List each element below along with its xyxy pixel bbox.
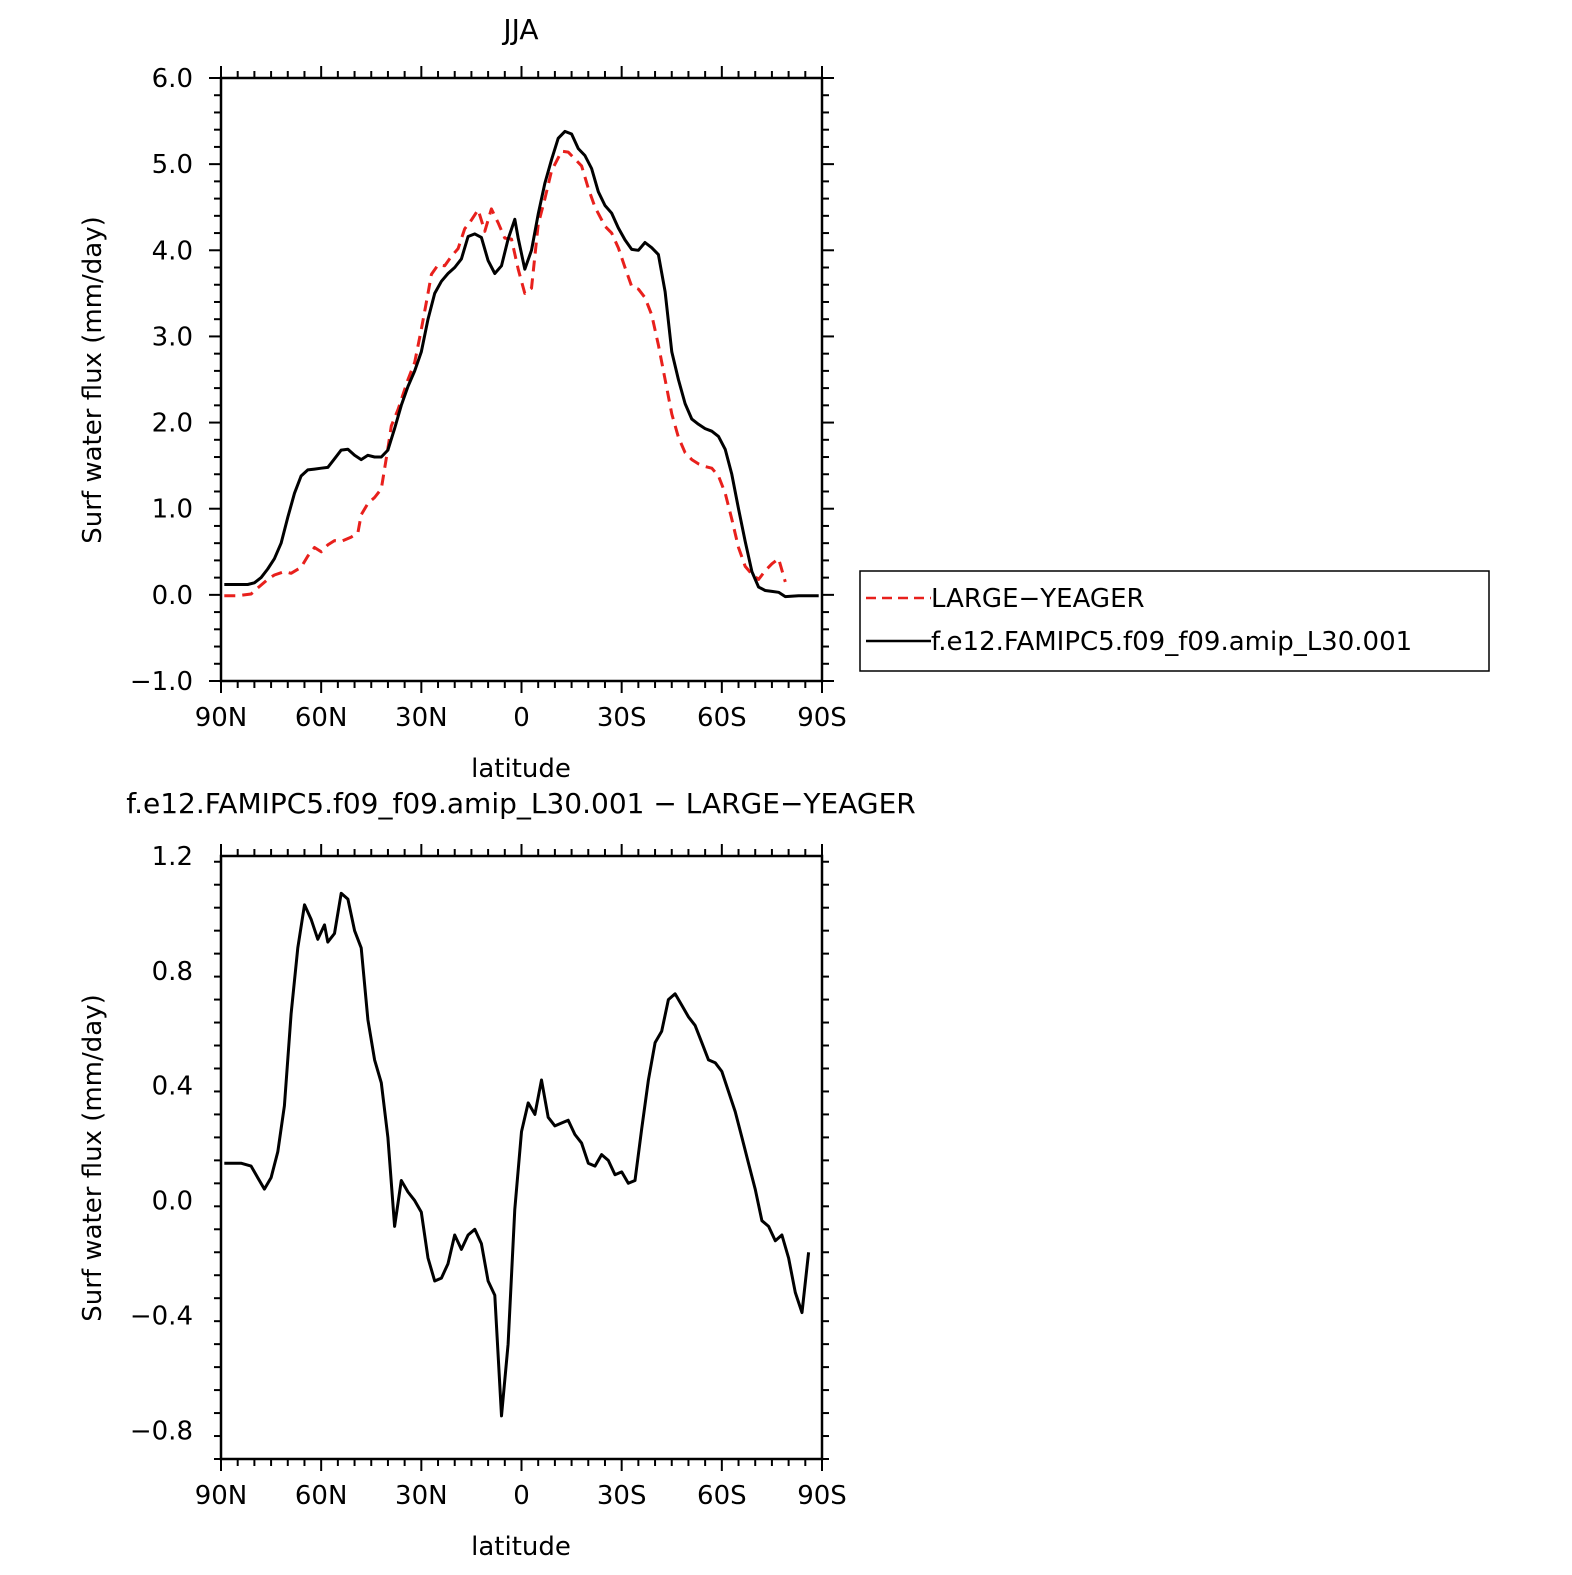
top-plot-title: JJA (501, 13, 538, 46)
bottom-y-tick-label: −0.8 (130, 1416, 193, 1446)
bottom-series-line-0 (224, 891, 811, 1418)
top-ticks (209, 66, 834, 693)
top-series (224, 129, 819, 599)
bottom-y-axis-label: Surf water flux (mm/day) (78, 994, 108, 1321)
legend: LARGE−YEAGER f.e12.FAMIPC5.f09_f09.amip_… (859, 570, 1490, 672)
top-y-tick-label: 0.0 (152, 581, 193, 611)
bottom-tick-labels: 90N 60N 30N 0 30S 60S 90S 1.2 0.8 0.4 0.0 −0.4 −0.8 (130, 842, 847, 1511)
top-y-tick-label: 5.0 (152, 150, 193, 180)
top-x-tick-label: 30N (395, 703, 448, 733)
top-y-tick-label: 1.0 (152, 495, 193, 525)
top-x-tick-label: 0 (513, 703, 530, 733)
bottom-panel: f.e12.FAMIPC5.f09_f09.amip_L30.001 − LAR… (78, 787, 916, 1562)
top-panel: JJA Surf water flux (mm/day) latitude 90… (78, 13, 847, 784)
legend-label-model: f.e12.FAMIPC5.f09_f09.amip_L30.001 (931, 627, 1412, 657)
bottom-plot-title: f.e12.FAMIPC5.f09_f09.amip_L30.001 − LAR… (126, 787, 915, 820)
top-plot-frame (219, 76, 824, 683)
top-y-tick-label: 4.0 (152, 236, 193, 266)
top-series-line-0 (224, 149, 787, 598)
top-y-axis-label: Surf water flux (mm/day) (78, 216, 108, 543)
top-y-tick-label: 3.0 (152, 322, 193, 352)
top-y-tick-label: 2.0 (152, 409, 193, 439)
top-y-tick-label: −1.0 (130, 667, 193, 697)
bottom-x-tick-label: 0 (513, 1481, 530, 1511)
bottom-y-tick-label: −0.4 (130, 1301, 193, 1331)
top-y-tick-label: 6.0 (152, 64, 193, 94)
top-x-tick-label: 60N (295, 703, 348, 733)
bottom-y-tick-label: 0.8 (152, 957, 193, 987)
bottom-plot-frame (219, 854, 824, 1461)
top-x-axis-label: latitude (471, 754, 571, 784)
top-x-tick-label: 90S (797, 703, 847, 733)
bottom-series (224, 891, 811, 1418)
top-series-line-1 (224, 129, 819, 599)
bottom-x-tick-label: 60S (697, 1481, 747, 1511)
bottom-ticks (214, 844, 829, 1471)
bottom-y-tick-label: 0.0 (152, 1187, 193, 1217)
top-x-tick-label: 30S (597, 703, 647, 733)
legend-box (859, 570, 1490, 672)
bottom-x-tick-label: 90S (797, 1481, 847, 1511)
bottom-x-tick-label: 90N (195, 1481, 248, 1511)
bottom-y-tick-label: 0.4 (152, 1072, 193, 1102)
bottom-y-tick-label: 1.2 (152, 842, 193, 872)
top-tick-labels: 90N 60N 30N 0 30S 60S 90S 6.0 5.0 4.0 3.0 2.0 1.0 0.0… (130, 64, 847, 733)
bottom-x-tick-label: 30S (597, 1481, 647, 1511)
bottom-x-tick-label: 60N (295, 1481, 348, 1511)
top-x-tick-label: 60S (697, 703, 747, 733)
bottom-x-tick-label: 30N (395, 1481, 448, 1511)
legend-label-large-yeager: LARGE−YEAGER (931, 584, 1145, 614)
bottom-x-axis-label: latitude (471, 1532, 571, 1562)
top-x-tick-label: 90N (195, 703, 248, 733)
